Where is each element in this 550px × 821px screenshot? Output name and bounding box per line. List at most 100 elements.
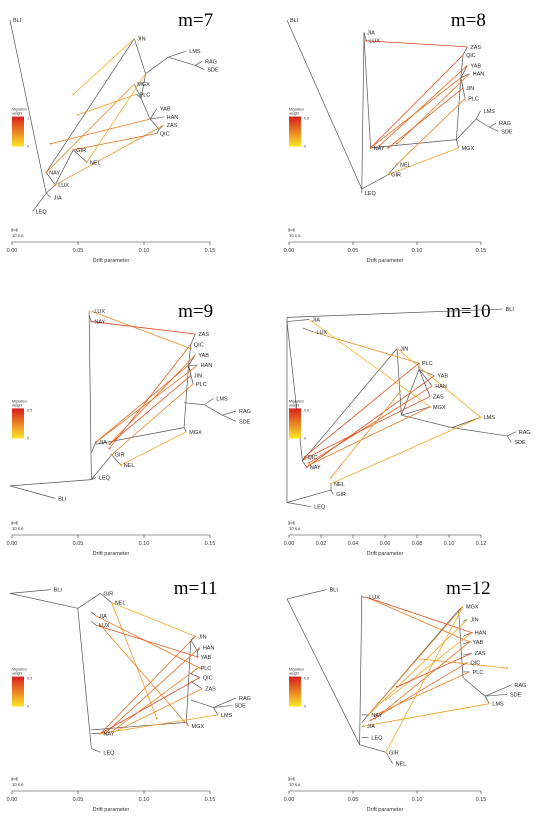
tree-edge <box>213 707 219 716</box>
tree-edge <box>9 593 78 609</box>
tree-edge <box>489 126 499 132</box>
tree-edge <box>190 333 196 345</box>
legend-title: Migration <box>289 668 304 672</box>
leaf-label: LUX <box>99 623 110 629</box>
tree-edge <box>361 32 365 190</box>
tree-edge <box>286 489 332 503</box>
tree-edge <box>286 598 360 745</box>
migration-edge <box>73 133 157 151</box>
legend-colorbar <box>12 116 24 147</box>
tree-edge <box>9 479 92 487</box>
leaf-label: LEQ <box>314 505 326 511</box>
migration-edge <box>379 65 468 147</box>
leaf-label: BLI <box>506 307 515 313</box>
migration-edge <box>396 73 470 145</box>
leaf-label: ZAS <box>433 394 444 400</box>
leaf-label: PLC <box>201 666 212 672</box>
tree-edge <box>190 699 214 708</box>
migration-edge <box>366 596 470 643</box>
leaf-label: MGX <box>189 430 202 436</box>
tree-edge <box>370 139 457 149</box>
x-tick-label: 0.00 <box>284 541 295 547</box>
migration-arrow <box>76 113 79 116</box>
tree-edge <box>77 593 101 609</box>
leaf-label: BLI <box>330 588 339 594</box>
x-tick-label: 0.02 <box>316 541 327 547</box>
leaf-label: MGX <box>192 724 205 730</box>
tree-edge <box>168 56 196 66</box>
x-tick-label: 0.06 <box>380 541 391 547</box>
x-tick-label: 0.12 <box>476 541 487 547</box>
migration-edge <box>100 714 218 734</box>
x-tick-label: 0.10 <box>412 248 423 254</box>
migration-edge <box>374 641 470 719</box>
leaf-label: YAB <box>470 63 481 69</box>
leaf-label: LMS <box>484 415 496 421</box>
migration-edge <box>313 331 420 364</box>
leaf-label: JIN <box>400 347 408 353</box>
leaf-label: YAB <box>198 353 209 359</box>
tree-edge <box>401 406 431 416</box>
migration-arrow <box>367 714 370 716</box>
leaf-label: HAN <box>203 646 215 652</box>
leaf-label: JIA <box>54 195 62 201</box>
tree-edge <box>462 641 470 645</box>
tree-edge <box>418 369 433 387</box>
tree-edge <box>88 315 92 322</box>
migration-arrow <box>90 320 93 323</box>
leaf-label: NEL <box>90 160 101 166</box>
se-label: 10 s.e. <box>12 526 25 531</box>
leaf-label: GIR <box>115 453 125 459</box>
tree-edge <box>136 94 142 99</box>
tree-edge <box>359 744 387 753</box>
tree-edge <box>111 454 122 466</box>
tree-edge <box>54 149 74 186</box>
migration-edge <box>396 652 472 688</box>
leaf-label: JIA <box>367 30 375 36</box>
tree-edge <box>9 485 56 499</box>
tree-edge <box>91 621 97 626</box>
migration-arrow <box>189 347 192 350</box>
x-axis-label: Drift parameter <box>367 807 404 813</box>
tree-edge <box>204 404 223 416</box>
migration-arrow <box>308 464 310 466</box>
leaf-label: JIN <box>466 86 474 92</box>
tree-edge <box>77 608 92 749</box>
leaf-label: HAN <box>201 363 213 369</box>
x-axis-label: Drift parameter <box>93 551 130 557</box>
tree-edge <box>156 129 160 134</box>
tree-edge <box>88 311 92 480</box>
leaf-label: LUX <box>369 39 380 45</box>
se-label: 10 s.e. <box>12 782 25 787</box>
leaf-label: QIC <box>203 676 213 682</box>
migration-edge <box>73 38 135 95</box>
migration-edge <box>304 362 420 458</box>
leaf-label: NAY <box>374 146 385 152</box>
se-label: 10 s.e. <box>289 233 302 238</box>
migration-edge <box>111 667 198 733</box>
tree-edge <box>484 696 490 704</box>
tree-edge <box>91 611 97 617</box>
x-tick-label: 0.00 <box>284 248 295 254</box>
x-axis-label: Drift parameter <box>93 807 130 813</box>
migration-arrow <box>374 714 376 716</box>
x-tick-label: 0.15 <box>205 248 216 254</box>
legend-max: 1 <box>27 117 29 121</box>
migration-edge <box>77 93 137 116</box>
migration-edge <box>55 124 164 186</box>
tree-edge <box>45 172 56 186</box>
legend-title: weight <box>289 672 299 676</box>
tree-edge <box>286 308 503 318</box>
leaf-label: LMS <box>216 397 228 403</box>
leaf-label: PLC <box>140 92 151 98</box>
leaf-label: NAY <box>103 732 114 738</box>
migration-edge <box>308 319 431 408</box>
migration-arrow <box>369 146 372 149</box>
leaf-label: SDE <box>514 440 526 446</box>
leaf-label: JIN <box>198 634 206 640</box>
leaf-label: LEQ <box>36 210 48 216</box>
leaf-label: QIC <box>470 661 480 667</box>
migration-edge <box>45 83 135 173</box>
tree-edge <box>195 65 205 70</box>
leaf-label: PLC <box>422 361 433 367</box>
